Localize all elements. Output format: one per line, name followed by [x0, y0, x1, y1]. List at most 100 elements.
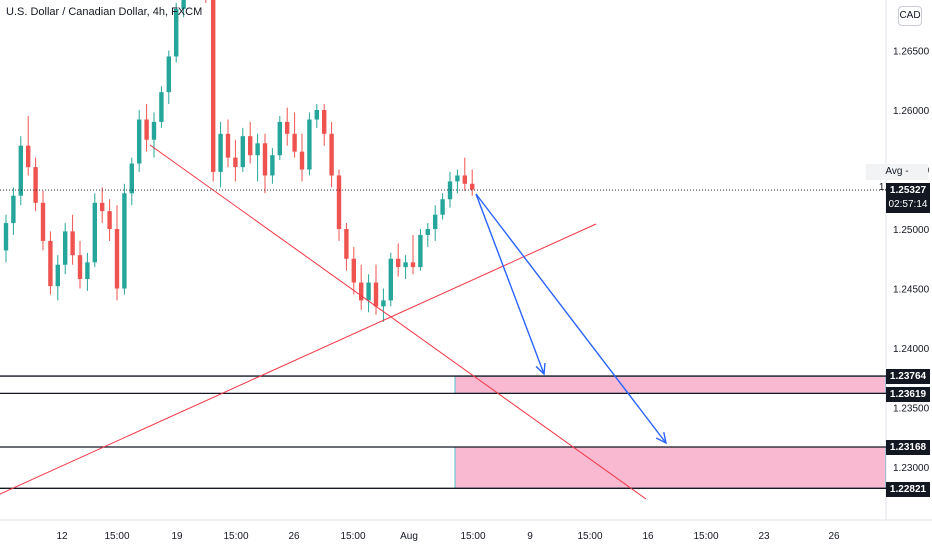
candle-body — [329, 133, 334, 176]
candle-body — [122, 193, 127, 289]
candle-body — [114, 229, 120, 289]
candle-body — [55, 264, 60, 287]
target-zone — [454, 446, 886, 489]
candle-body — [396, 258, 401, 268]
candle-body — [11, 195, 16, 224]
y-tick-label: 1.26500 — [893, 47, 930, 58]
candle-body — [381, 300, 386, 307]
candle-body — [418, 234, 423, 268]
y-tick-label: 1.23000 — [893, 463, 930, 474]
x-tick-label: 23 — [758, 531, 770, 542]
candle-body — [307, 119, 312, 170]
trendline-down — [149, 144, 647, 500]
candle-body — [48, 240, 53, 287]
y-tick-label: 1.26000 — [893, 106, 930, 117]
candle-body — [151, 121, 157, 140]
x-tick-label: 15:00 — [577, 531, 602, 542]
candle-body — [40, 202, 46, 241]
candle-body — [262, 143, 268, 176]
candle-body — [137, 119, 142, 164]
candle-body — [211, 0, 216, 172]
current-price: 1.25327 — [889, 185, 927, 196]
candle-body — [359, 282, 364, 301]
arrow-head — [655, 432, 667, 445]
candle-body — [33, 167, 38, 203]
candle-body — [344, 229, 349, 259]
x-tick-label: 16 — [642, 531, 654, 542]
candle-body — [26, 145, 31, 168]
candle-body — [351, 258, 356, 283]
candle-body — [70, 231, 75, 256]
candle-body — [174, 8, 179, 57]
x-tick-label: 15:00 — [340, 531, 365, 542]
candle-body — [440, 199, 445, 215]
candle-body — [107, 211, 112, 229]
x-tick-label: 26 — [828, 531, 840, 542]
level-label-3: 1.23168 — [886, 440, 930, 455]
candle-body — [270, 155, 275, 176]
candle-body — [3, 223, 9, 251]
candle-body — [388, 258, 393, 301]
candle-body — [248, 136, 253, 156]
candle-body — [18, 145, 23, 196]
candle-body — [292, 133, 297, 152]
candle-body — [433, 214, 438, 229]
candle-body — [159, 92, 164, 122]
candle-body — [403, 262, 408, 268]
x-tick-label: 12 — [56, 531, 68, 542]
level-label-4: 1.22821 — [886, 482, 930, 497]
bar-countdown: 02:57:14 — [888, 199, 928, 210]
candle-body — [410, 262, 416, 268]
arrow-head — [535, 362, 546, 376]
candle-body — [225, 133, 231, 158]
candle-body — [470, 183, 475, 190]
x-tick-label: 15:00 — [693, 531, 718, 542]
candle-body — [166, 56, 171, 93]
y-tick-label: 1.25000 — [893, 225, 930, 236]
candle-body — [240, 136, 245, 168]
x-tick-label: Aug — [400, 531, 418, 542]
projection-arrow-line — [475, 193, 667, 444]
candle-body — [366, 282, 371, 301]
level-label-1: 1.23764 — [886, 369, 930, 384]
candle-body — [455, 175, 460, 182]
symbol-title: U.S. Dollar / Canadian Dollar, 4h, FXCM — [6, 6, 203, 18]
projection-arrow-line — [475, 193, 545, 375]
level-label-2: 1.23619 — [886, 387, 930, 402]
candle-body — [129, 163, 134, 194]
candle-body — [181, 0, 186, 9]
candle-body — [336, 175, 342, 229]
candle-body — [255, 143, 260, 156]
candle-body — [63, 231, 68, 265]
y-tick-label: 1.24000 — [893, 344, 930, 355]
plot-area — [0, 0, 886, 500]
candle-body — [233, 157, 238, 168]
candle-body — [314, 110, 319, 120]
y-tick-label: 1.24500 — [893, 285, 930, 296]
candle-body — [144, 119, 149, 140]
average-price-label: Avg - 1.25501 — [866, 164, 928, 193]
candle-body — [77, 255, 83, 279]
candle-body — [85, 262, 90, 279]
candle-body — [277, 121, 282, 156]
candle-body — [100, 202, 105, 212]
candle-body — [218, 133, 223, 172]
candle-body — [425, 229, 430, 235]
currency-button[interactable]: CAD — [898, 6, 922, 26]
trendline-up — [0, 223, 597, 495]
candle-body — [285, 121, 290, 134]
candle-body — [299, 151, 305, 170]
target-zone — [454, 375, 886, 394]
candle-body — [462, 175, 467, 184]
x-tick-label: 9 — [527, 531, 533, 542]
candle-body — [322, 110, 327, 134]
x-tick-label: 15:00 — [104, 531, 129, 542]
candle-body — [373, 282, 379, 307]
y-tick-label: 1.23500 — [893, 404, 930, 415]
x-tick-label: 15:00 — [223, 531, 248, 542]
x-tick-label: 19 — [171, 531, 183, 542]
x-tick-label: 15:00 — [460, 531, 485, 542]
candle-body — [92, 202, 97, 263]
